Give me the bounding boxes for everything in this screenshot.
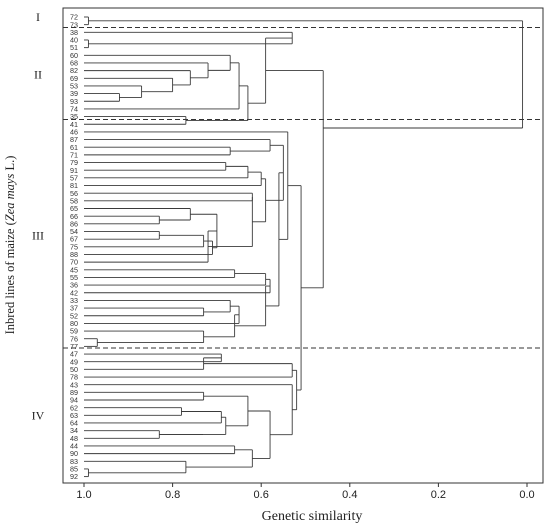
leaf-label: 37 (70, 304, 78, 313)
leaf-label: 58 (70, 196, 78, 205)
y-axis-title: Inbred lines of maize (Zea mays L.) (3, 156, 17, 335)
leaf-label: 79 (70, 158, 78, 167)
leaf-label: 82 (70, 66, 78, 75)
leaf-label: 41 (70, 120, 78, 129)
x-tick-label: 0.6 (254, 489, 269, 501)
leaf-label: 85 (70, 465, 78, 474)
leaf-label: 47 (70, 350, 78, 359)
leaf-label: 75 (70, 242, 78, 251)
plot-frame (62, 7, 544, 484)
leaf-label: 68 (70, 59, 78, 68)
leaf-label: 71 (70, 150, 78, 159)
leaf-label: 50 (70, 365, 78, 374)
leaf-label: 88 (70, 250, 78, 259)
group-label: IV (32, 408, 45, 422)
leaf-label: 78 (70, 373, 78, 382)
leaf-label: 80 (70, 319, 78, 328)
leaf-label: 38 (70, 28, 78, 37)
x-tick-label: 0.4 (342, 489, 357, 501)
leaf-label: 53 (70, 82, 78, 91)
leaf-label: 73 (70, 20, 78, 29)
leaf-label: 93 (70, 97, 78, 106)
leaf-label: 87 (70, 135, 78, 144)
x-tick-label: 1.0 (76, 489, 91, 501)
leaf-label: 94 (70, 396, 78, 405)
leaf-label: 34 (70, 426, 78, 435)
leaf-label: 91 (70, 166, 78, 175)
leaf-label: 89 (70, 388, 78, 397)
leaf-label: 43 (70, 380, 78, 389)
leaf-label: 55 (70, 273, 78, 282)
leaf-label: 70 (70, 258, 78, 267)
x-tick-label: 0.0 (519, 489, 534, 501)
leaf-label: 48 (70, 434, 78, 443)
leaf-label: 77 (70, 342, 78, 351)
leaf-label: 72 (70, 13, 78, 22)
group-label: II (34, 67, 42, 81)
x-tick-label: 0.2 (431, 489, 446, 501)
leaf-label: 57 (70, 173, 78, 182)
x-tick-label: 0.8 (165, 489, 180, 501)
leaf-label: 81 (70, 181, 78, 190)
leaf-label: 63 (70, 411, 78, 420)
leaf-label: 35 (70, 112, 78, 121)
leaf-label: 69 (70, 74, 78, 83)
x-axis-ticks: 1.0 0.8 0.6 0.4 0.2 0.0 (76, 483, 535, 501)
leaf-label: 74 (70, 105, 78, 114)
leaf-label: 36 (70, 281, 78, 290)
leaf-label: 76 (70, 334, 78, 343)
leaf-labels: 7273384051606882695339937435414687617179… (70, 13, 78, 482)
leaf-label: 52 (70, 311, 78, 320)
leaf-label: 61 (70, 143, 78, 152)
leaf-label: 59 (70, 327, 78, 336)
leaf-label: 44 (70, 442, 78, 451)
leaf-label: 83 (70, 457, 78, 466)
leaf-label: 60 (70, 51, 78, 60)
leaf-label: 54 (70, 227, 78, 236)
leaf-label: 92 (70, 472, 78, 481)
leaf-label: 66 (70, 212, 78, 221)
leaf-label: 67 (70, 235, 78, 244)
leaf-label: 42 (70, 288, 78, 297)
leaf-label: 90 (70, 449, 78, 458)
leaf-label: 51 (70, 43, 78, 52)
leaf-label: 62 (70, 403, 78, 412)
group-label: III (32, 228, 44, 242)
leaf-label: 56 (70, 189, 78, 198)
leaf-label: 39 (70, 89, 78, 98)
dendrogram-branches (84, 16, 524, 478)
x-axis-title: Genetic similarity (262, 509, 363, 524)
leaf-label: 49 (70, 357, 78, 366)
leaf-label: 40 (70, 36, 78, 45)
leaf-label: 45 (70, 265, 78, 274)
group-label: I (36, 10, 40, 24)
leaf-label: 65 (70, 204, 78, 213)
leaf-label: 33 (70, 296, 78, 305)
leaf-label: 86 (70, 219, 78, 228)
leaf-label: 64 (70, 419, 78, 428)
leaf-label: 46 (70, 128, 78, 137)
